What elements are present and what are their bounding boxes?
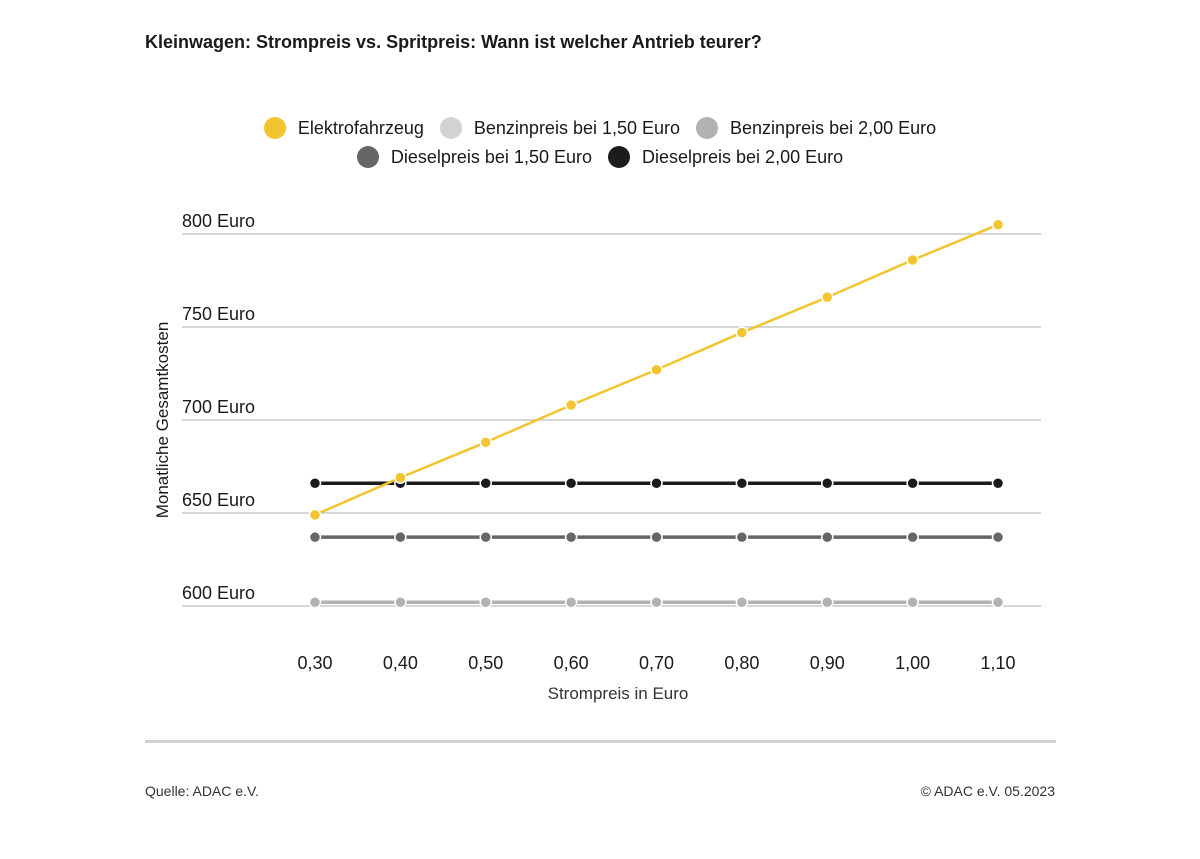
data-point-benzinpreis-bei-2-00-euro-0-30 xyxy=(308,596,322,609)
legend-row-2: Dieselpreis bei 1,50 Euro Dieselpreis be… xyxy=(0,146,1200,168)
legend-label-diesel-150: Dieselpreis bei 1,50 Euro xyxy=(390,146,592,167)
legend-marker-diesel-200 xyxy=(608,146,630,168)
x-tick-label-0-80: 0,80 xyxy=(724,653,759,673)
data-point-dieselpreis-bei-2-00-euro-0-50 xyxy=(479,476,492,490)
data-point-benzinpreis-bei-2-00-euro-0-60 xyxy=(564,596,578,609)
data-point-dieselpreis-bei-1-50-euro-1-00 xyxy=(906,530,919,544)
x-tick-label-0-30: 0,30 xyxy=(297,653,332,673)
data-point-dieselpreis-bei-1-50-euro-1-10 xyxy=(991,530,1005,544)
y-tick-label-700: 700 Euro xyxy=(182,397,255,417)
data-point-elektrofahrzeug-0-60 xyxy=(564,398,578,412)
data-point-dieselpreis-bei-1-50-euro-0-60 xyxy=(564,530,578,544)
data-point-elektrofahrzeug-0-30 xyxy=(308,508,322,522)
x-tick-label-1-10: 1,10 xyxy=(980,653,1015,673)
legend-label-elektrofahrzeug: Elektrofahrzeug xyxy=(297,117,424,138)
legend-marker-diesel-150 xyxy=(356,146,379,168)
y-tick-label-650: 650 Euro xyxy=(182,490,255,510)
legend-marker-elektrofahrzeug xyxy=(263,117,286,139)
source-note: Quelle: ADAC e.V. xyxy=(145,783,259,799)
data-point-dieselpreis-bei-1-50-euro-0-40 xyxy=(394,530,407,544)
data-point-benzinpreis-bei-2-00-euro-0-90 xyxy=(821,596,834,609)
x-tick-label-1-00: 1,00 xyxy=(895,653,930,673)
data-point-elektrofahrzeug-1-00 xyxy=(906,253,919,267)
data-point-benzinpreis-bei-2-00-euro-1-10 xyxy=(991,596,1005,609)
x-tick-label-0-70: 0,70 xyxy=(639,653,674,673)
x-axis-title: Strompreis in Euro xyxy=(548,684,689,703)
data-point-dieselpreis-bei-2-00-euro-0-60 xyxy=(564,476,578,490)
data-point-dieselpreis-bei-1-50-euro-0-70 xyxy=(650,530,663,544)
legend-item-diesel-200: Dieselpreis bei 2,00 Euro xyxy=(608,146,843,168)
data-point-benzinpreis-bei-2-00-euro-0-40 xyxy=(394,596,407,609)
data-point-dieselpreis-bei-2-00-euro-1-00 xyxy=(906,476,919,490)
data-point-elektrofahrzeug-0-70 xyxy=(650,363,663,377)
legend-item-benzin-200: Benzinpreis bei 2,00 Euro xyxy=(696,117,936,139)
data-point-dieselpreis-bei-2-00-euro-0-30 xyxy=(308,476,322,490)
legend-item-elektrofahrzeug: Elektrofahrzeug xyxy=(263,117,424,139)
x-tick-label-0-60: 0,60 xyxy=(554,653,589,673)
line-chart: 600 Euro 650 Euro 700 Euro 750 Euro 800 Euro… xyxy=(153,211,1041,703)
y-tick-label-750: 750 Euro xyxy=(182,304,255,324)
data-point-dieselpreis-bei-1-50-euro-0-80 xyxy=(735,530,749,544)
legend-label-benzin-150: Benzinpreis bei 1,50 Euro xyxy=(473,117,681,138)
data-point-benzinpreis-bei-2-00-euro-0-80 xyxy=(735,596,749,609)
data-point-elektrofahrzeug-1-10 xyxy=(991,218,1005,231)
data-point-dieselpreis-bei-2-00-euro-1-10 xyxy=(991,476,1005,490)
legend-label-benzin-200: Benzinpreis bei 2,00 Euro xyxy=(730,117,937,138)
data-point-dieselpreis-bei-2-00-euro-0-70 xyxy=(650,476,663,490)
legend-marker-benzin-150 xyxy=(439,117,462,139)
legend-item-diesel-150: Dieselpreis bei 1,50 Euro xyxy=(356,146,592,168)
data-point-dieselpreis-bei-2-00-euro-0-90 xyxy=(821,476,834,490)
chart-title: Kleinwagen: Strompreis vs. Spritpreis: W… xyxy=(145,32,762,52)
x-tick-label-0-40: 0,40 xyxy=(383,653,418,673)
data-point-elektrofahrzeug-0-80 xyxy=(735,326,749,339)
data-point-elektrofahrzeug-0-50 xyxy=(479,436,492,449)
x-tick-label-0-50: 0,50 xyxy=(468,653,503,673)
data-point-benzinpreis-bei-2-00-euro-0-50 xyxy=(479,596,492,609)
legend-item-benzin-150: Benzinpreis bei 1,50 Euro xyxy=(439,117,681,139)
data-point-dieselpreis-bei-2-00-euro-0-80 xyxy=(735,476,749,490)
legend-marker-benzin-200 xyxy=(696,117,719,139)
footer-divider xyxy=(145,740,1056,743)
copyright-note: © ADAC e.V. 05.2023 xyxy=(920,783,1055,799)
data-point-elektrofahrzeug-0-40 xyxy=(394,471,407,484)
y-tick-label-800: 800 Euro xyxy=(182,211,255,231)
data-point-elektrofahrzeug-0-90 xyxy=(821,290,834,304)
legend-row-1: Elektrofahrzeug Benzinpreis bei 1,50 Eur… xyxy=(0,117,1200,139)
y-tick-label-600: 600 Euro xyxy=(182,583,255,603)
legend-label-diesel-200: Dieselpreis bei 2,00 Euro xyxy=(642,146,844,167)
data-point-benzinpreis-bei-2-00-euro-1-00 xyxy=(906,596,919,609)
x-tick-label-0-90: 0,90 xyxy=(810,653,845,673)
data-point-dieselpreis-bei-1-50-euro-0-50 xyxy=(479,530,492,544)
data-point-dieselpreis-bei-1-50-euro-0-90 xyxy=(821,530,834,544)
data-point-dieselpreis-bei-1-50-euro-0-30 xyxy=(308,530,322,544)
data-point-benzinpreis-bei-2-00-euro-0-70 xyxy=(650,596,663,609)
y-axis-title: Monatliche Gesamtkosten xyxy=(153,322,172,519)
